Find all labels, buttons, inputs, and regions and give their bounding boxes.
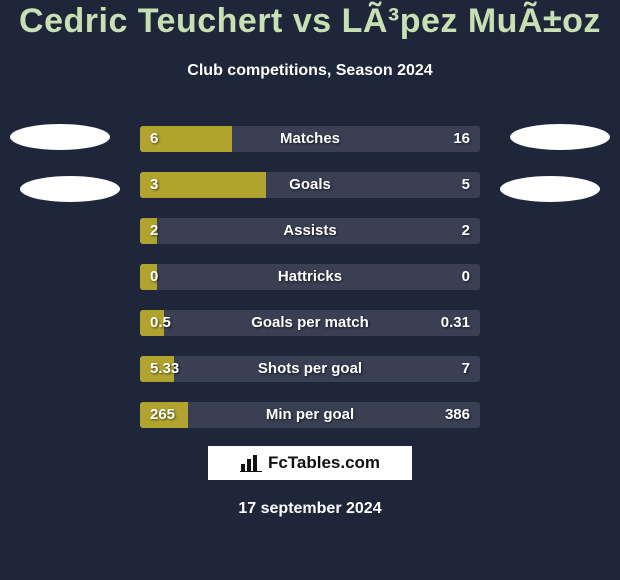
stat-bar: 00Hattricks [140, 264, 480, 290]
stat-bar: 35Goals [140, 172, 480, 198]
stat-label: Goals per match [140, 310, 480, 336]
page-title: Cedric Teuchert vs LÃ³pez MuÃ±oz [0, 2, 620, 41]
player-oval-left-1 [10, 124, 110, 150]
stat-bar: 616Matches [140, 126, 480, 152]
stat-bar: 5.337Shots per goal [140, 356, 480, 382]
stat-label: Goals [140, 172, 480, 198]
player-oval-left-2 [20, 176, 120, 202]
page-subtitle: Club competitions, Season 2024 [0, 62, 620, 80]
bars-icon [240, 454, 262, 472]
stat-bars: 616Matches 35Goals 22Assists 00Hattricks 0.5… [140, 126, 480, 448]
stat-label: Shots per goal [140, 356, 480, 382]
stat-bar: 265386Min per goal [140, 402, 480, 428]
stat-label: Min per goal [140, 402, 480, 428]
stat-label: Assists [140, 218, 480, 244]
stat-label: Hattricks [140, 264, 480, 290]
player-oval-right-1 [510, 124, 610, 150]
stat-label: Matches [140, 126, 480, 152]
player-oval-right-2 [500, 176, 600, 202]
stat-bar: 0.50.31Goals per match [140, 310, 480, 336]
stat-bar: 22Assists [140, 218, 480, 244]
logo-box: FcTables.com [208, 446, 412, 480]
logo-text: FcTables.com [268, 453, 380, 473]
date-label: 17 september 2024 [0, 500, 620, 518]
